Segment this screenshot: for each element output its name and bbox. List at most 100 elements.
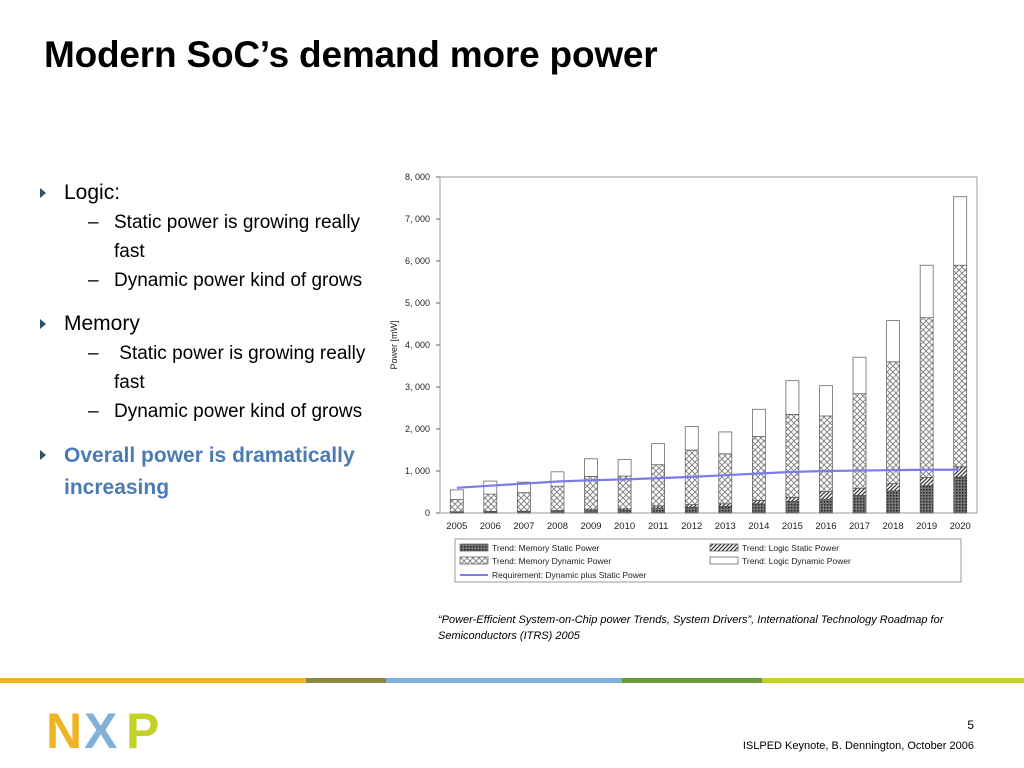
bar-segment — [785, 497, 800, 502]
bar-segment — [819, 498, 833, 514]
bar-segment — [919, 264, 934, 319]
bar-segment — [584, 510, 598, 514]
footer-text: ISLPED Keynote, B. Dennington, October 2… — [742, 740, 974, 752]
y-tick-label: 5, 000 — [405, 298, 430, 308]
sub-bullet: – Static power is growing really fast — [38, 208, 368, 266]
bullet-arrow-icon — [40, 319, 46, 329]
bar-segment — [953, 196, 968, 266]
nxp-logo: N X P — [46, 704, 159, 752]
bar-segment — [919, 317, 934, 478]
bar-segment — [785, 500, 800, 514]
bullet-label: Memory — [64, 312, 140, 335]
bar-segment — [718, 503, 733, 507]
bullet-arrow-icon — [40, 450, 46, 460]
bar-segment — [785, 413, 800, 498]
dash-icon: – — [88, 401, 99, 422]
bar-segment — [785, 380, 800, 415]
legend-label: Trend: Memory Static Power — [492, 543, 600, 553]
x-tick-label: 2006 — [480, 521, 501, 532]
logo-letter-p: P — [126, 704, 159, 752]
bar-segment — [550, 485, 565, 511]
footer-color-rule — [0, 678, 1024, 683]
slide-title: Modern SoC’s demand more power — [44, 34, 658, 75]
bar-segment — [751, 503, 766, 514]
legend-swatch — [709, 543, 739, 552]
bar-segment — [886, 361, 900, 484]
y-tick-label: 6, 000 — [405, 256, 430, 266]
requirement-line — [456, 468, 961, 489]
sub-bullet: – Static power is growing really fast — [38, 339, 368, 397]
bar-segment — [919, 476, 934, 487]
bullet-logic: Logic: — [38, 178, 368, 208]
x-tick-label: 2019 — [916, 521, 937, 532]
requirement-polyline — [456, 468, 961, 489]
bar-segment — [751, 408, 766, 437]
logo-letter-x: X — [84, 704, 117, 752]
y-axis-label: Power [mW] — [389, 320, 399, 369]
x-tick-label: 2013 — [715, 521, 736, 532]
x-tick-label: 2010 — [614, 521, 635, 532]
y-tick-label: 7, 000 — [405, 214, 430, 224]
legend-label: Trend: Logic Dynamic Power — [742, 556, 851, 566]
bar-segment — [517, 481, 531, 493]
bar-segment — [751, 500, 766, 505]
bar-segment — [953, 264, 968, 468]
y-tick-label: 8, 000 — [405, 172, 430, 182]
x-tick-label: 2020 — [950, 521, 971, 532]
source-caption: “Power-Efficient System-on-Chip power Tr… — [438, 614, 944, 642]
bullet-memory: Memory — [38, 309, 368, 339]
x-axis: 2005 2006 2007 2008 2009 2010 2011 2012 2013 2014… — [446, 521, 971, 532]
legend-swatch — [459, 543, 489, 552]
bar-segment — [449, 499, 464, 513]
bar-segment — [718, 453, 733, 505]
sub-bullet-text: Dynamic power kind of grows — [114, 401, 363, 422]
rule-segment — [386, 678, 622, 683]
x-tick-label: 2014 — [748, 521, 769, 532]
bar-segment — [449, 489, 464, 500]
bar-segment — [584, 458, 598, 477]
x-tick-label: 2016 — [815, 521, 836, 532]
legend-label: Trend: Memory Dynamic Power — [492, 556, 611, 566]
bullet-label: Logic: — [64, 181, 121, 204]
power-trend-chart: 0 1, 000 2, 000 3, 000 4, 000 5, 000 6, 000 7, … — [389, 172, 978, 583]
x-tick-label: 2005 — [446, 521, 467, 532]
x-tick-label: 2015 — [782, 521, 803, 532]
bar-segment — [852, 356, 867, 395]
x-tick-label: 2009 — [580, 521, 601, 532]
bar-segment — [684, 504, 699, 508]
dash-icon: – — [88, 270, 99, 291]
legend-label: Trend: Logic Static Power — [742, 543, 839, 553]
bar-segment — [886, 490, 900, 514]
legend-swatch — [709, 556, 739, 565]
rule-segment — [762, 678, 1024, 683]
bar-segment — [684, 426, 699, 451]
bar-segment — [617, 459, 632, 477]
rule-segment — [622, 678, 762, 683]
dash-icon: – — [88, 343, 99, 364]
rule-segment — [306, 678, 386, 683]
bar-segment — [953, 466, 968, 478]
x-tick-label: 2011 — [648, 521, 668, 532]
bar-segment — [550, 471, 565, 487]
bar-segment — [852, 495, 867, 514]
bar-segment — [819, 491, 833, 500]
bullet-overall: Overall power is dramatically increasing — [38, 440, 368, 504]
sub-bullet-text: Static power is growing really fast — [114, 343, 371, 393]
page-number: 5 — [967, 718, 974, 732]
bar-segment — [483, 493, 498, 512]
bar-segment — [751, 436, 766, 501]
y-tick-label: 1, 000 — [405, 466, 430, 476]
legend-swatch — [459, 556, 489, 565]
bar-segment — [919, 485, 934, 514]
bar-segment — [617, 475, 632, 510]
x-tick-label: 2007 — [513, 521, 534, 532]
x-tick-label: 2018 — [883, 521, 904, 532]
dash-icon: – — [88, 212, 99, 233]
y-tick-label: 0 — [425, 508, 430, 518]
bar-segment — [852, 393, 867, 489]
y-tick-label: 4, 000 — [405, 340, 430, 350]
rule-segment — [0, 678, 306, 683]
bar-segment — [651, 507, 666, 514]
y-axis: 0 1, 000 2, 000 3, 000 4, 000 5, 000 6, 000 7, … — [405, 172, 978, 518]
bullet-arrow-icon — [40, 188, 46, 198]
